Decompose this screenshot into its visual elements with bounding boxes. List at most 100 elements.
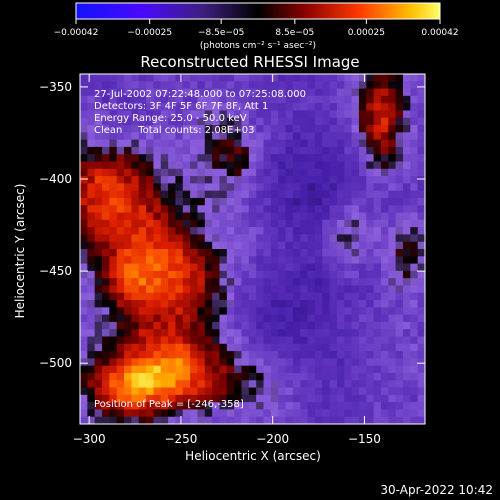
heatmap-cell xyxy=(241,161,250,170)
heatmap-cell xyxy=(314,292,323,301)
heatmap-cell xyxy=(102,249,110,257)
heatmap-cell xyxy=(322,329,331,338)
heatmap-cell xyxy=(175,278,184,287)
heatmap-cell xyxy=(241,270,250,279)
heatmap-cell xyxy=(388,351,397,359)
heatmap-cell xyxy=(402,183,411,192)
heatmap-cell xyxy=(263,358,272,367)
heatmap-cell xyxy=(182,409,191,418)
heatmap-cell xyxy=(314,278,323,287)
heatmap-cell xyxy=(292,343,301,352)
heatmap-cell xyxy=(292,227,301,235)
heatmap-cell xyxy=(190,321,198,330)
heatmap-cell xyxy=(160,416,169,424)
heatmap-cell xyxy=(197,74,206,82)
heatmap-cell xyxy=(204,394,213,403)
heatmap-cell xyxy=(138,205,147,214)
heatmap-cell xyxy=(410,103,419,112)
heatmap-cell xyxy=(109,95,118,104)
heatmap-cell xyxy=(226,394,235,403)
heatmap-cell xyxy=(270,81,279,90)
heatmap-cell xyxy=(241,183,250,192)
heatmap-cell xyxy=(300,409,309,418)
heatmap-cell xyxy=(270,205,279,214)
heatmap-cell xyxy=(80,81,88,90)
heatmap-cell xyxy=(212,278,221,287)
heatmap-cell xyxy=(388,380,397,389)
heatmap-cell xyxy=(160,256,169,265)
heatmap-cell xyxy=(314,95,323,104)
heatmap-cell xyxy=(248,197,257,206)
heatmap-cell xyxy=(124,249,132,257)
heatmap-cell xyxy=(388,387,397,396)
heatmap-cell xyxy=(234,154,243,163)
heatmap-cell xyxy=(109,307,118,316)
heatmap-cell xyxy=(329,387,338,396)
heatmap-cell xyxy=(182,307,191,316)
heatmap-cell xyxy=(329,285,338,294)
heatmap-cell xyxy=(87,416,96,424)
heatmap-cell xyxy=(116,81,125,90)
heatmap-cell xyxy=(204,285,213,294)
annotation-clean-total-counts: Clean Total counts: 2.08E+03 xyxy=(94,125,254,136)
heatmap-cell xyxy=(241,380,250,389)
heatmap-cell xyxy=(292,314,301,323)
heatmap-cell xyxy=(292,249,301,257)
heatmap-cell xyxy=(102,81,110,90)
heatmap-cell xyxy=(322,416,331,424)
heatmap-cell xyxy=(94,372,103,381)
heatmap-cell xyxy=(248,394,257,403)
heatmap-cell xyxy=(388,117,397,126)
heatmap-cell xyxy=(190,372,198,381)
heatmap-cell xyxy=(329,372,338,381)
heatmap-cell xyxy=(226,307,235,316)
heatmap-cell xyxy=(263,402,272,410)
heatmap-cell xyxy=(417,416,425,424)
heatmap-cell xyxy=(241,394,250,403)
heatmap-cell xyxy=(395,351,404,359)
heatmap-cell xyxy=(388,219,397,228)
heatmap-cell xyxy=(226,117,235,126)
heatmap-cell xyxy=(395,161,404,170)
heatmap-cell xyxy=(402,168,411,177)
heatmap-cell xyxy=(80,263,88,272)
heatmap-cell xyxy=(358,336,367,345)
heatmap-cell xyxy=(256,292,265,301)
heatmap-cell xyxy=(197,168,206,177)
heatmap-cell xyxy=(285,205,294,214)
heatmap-cell xyxy=(226,212,235,221)
heatmap-cell xyxy=(358,74,367,82)
heatmap-cell xyxy=(153,139,162,148)
heatmap-cell xyxy=(351,125,360,133)
heatmap-cell xyxy=(153,314,162,323)
heatmap-cell xyxy=(94,314,103,323)
heatmap-cell xyxy=(226,139,235,148)
heatmap-cell xyxy=(234,197,243,206)
heatmap-cell xyxy=(168,74,176,82)
heatmap-cell xyxy=(263,234,272,243)
heatmap-cell xyxy=(87,103,96,112)
heatmap-cell xyxy=(102,132,110,141)
heatmap-cell xyxy=(175,117,184,126)
heatmap-cell xyxy=(380,387,389,396)
heatmap-cell xyxy=(380,103,389,112)
heatmap-cell xyxy=(241,88,250,97)
heatmap-cell xyxy=(204,256,213,265)
heatmap-cell xyxy=(146,307,154,316)
heatmap-cell xyxy=(256,212,265,221)
heatmap-cell xyxy=(204,110,213,119)
heatmap-cell xyxy=(94,292,103,301)
heatmap-cell xyxy=(358,343,367,352)
heatmap-cell xyxy=(410,161,419,170)
heatmap-cell xyxy=(94,117,103,126)
heatmap-cell xyxy=(94,307,103,316)
heatmap-cell xyxy=(292,263,301,272)
heatmap-cell xyxy=(153,212,162,221)
heatmap-cell xyxy=(263,176,272,184)
heatmap-cell xyxy=(380,394,389,403)
heatmap-cell xyxy=(109,197,118,206)
heatmap-cell xyxy=(248,307,257,316)
heatmap-cell xyxy=(366,256,375,265)
heatmap-cell xyxy=(314,343,323,352)
heatmap-cell xyxy=(270,270,279,279)
